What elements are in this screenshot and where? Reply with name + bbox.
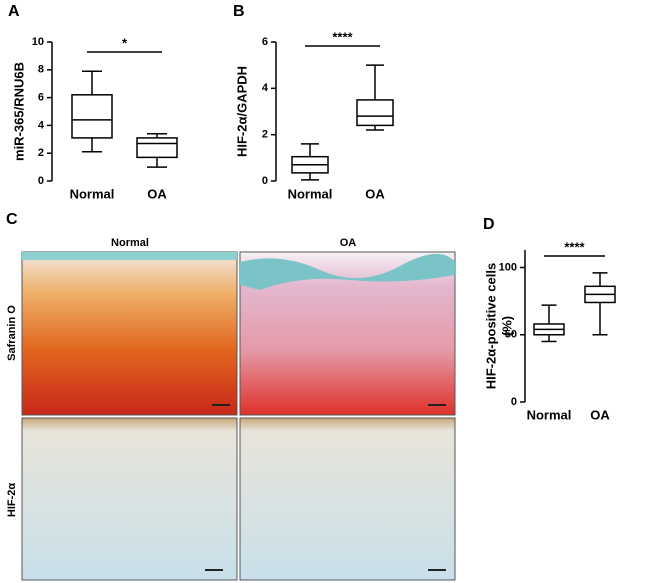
y-tick-label: 6	[38, 92, 44, 104]
y-tick-label: 8	[38, 64, 44, 76]
panel-letter: A	[8, 3, 20, 20]
x-tick-label: Normal	[288, 186, 333, 201]
y-tick-label: 50	[505, 329, 517, 341]
column-label: Normal	[111, 237, 149, 249]
y-tick-label: 2	[262, 129, 268, 141]
box	[71, 94, 113, 139]
y-tick-label: 4	[262, 82, 269, 94]
box	[136, 137, 178, 159]
image-hif-oa	[239, 417, 456, 581]
y-tick-label: 0	[262, 175, 268, 187]
x-tick-label: Normal	[527, 407, 572, 422]
image-hif-normal	[21, 417, 238, 581]
panel-letter: B	[233, 3, 245, 20]
y-tick-label: 0	[511, 396, 517, 408]
image-safranin-normal	[21, 251, 238, 416]
surface	[240, 253, 455, 290]
significance-label: ****	[564, 239, 585, 254]
y-axis-label: miR-365/RNU6B	[11, 62, 26, 161]
x-tick-label: Normal	[70, 186, 115, 201]
surface	[22, 252, 237, 260]
y-tick-label: 4	[38, 119, 45, 131]
x-tick-label: OA	[590, 407, 610, 422]
y-axis-label: HIF-2α-positive cells	[483, 263, 498, 389]
y-tick-label: 10	[32, 36, 44, 48]
x-tick-label: OA	[147, 186, 167, 201]
y-tick-label: 100	[499, 261, 517, 273]
y-axis-label: HIF-2α/GAPDH	[234, 66, 249, 157]
significance-label: ****	[332, 29, 353, 44]
box	[356, 99, 394, 127]
y-axis-label: (%)	[499, 316, 514, 336]
y-tick-label: 2	[38, 147, 44, 159]
row-label: HIF-2α	[6, 483, 18, 518]
x-tick-label: OA	[365, 186, 385, 201]
y-tick-label: 6	[262, 36, 268, 48]
panel-letter: D	[483, 216, 495, 233]
column-label: OA	[340, 237, 357, 249]
histology	[21, 251, 456, 581]
row-label: Safranin O	[6, 305, 18, 361]
y-tick-label: 0	[38, 175, 44, 187]
significance-label: *	[122, 35, 128, 50]
panel-letter: C	[6, 211, 18, 228]
